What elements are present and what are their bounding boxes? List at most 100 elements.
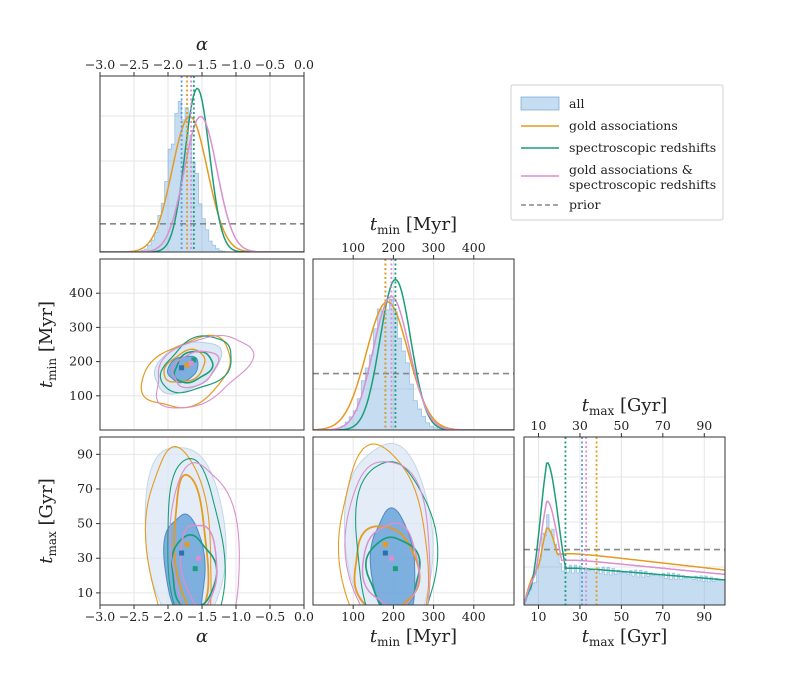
tmin-bottom-label: tmin [Myr] xyxy=(370,626,457,649)
tmin-alpha-joint-ytick-label-2: 300 xyxy=(69,319,93,334)
tmin-bottom-label-subscript: min xyxy=(377,635,400,649)
tmin-marginal-top-xtick-label-2: 300 xyxy=(422,240,446,255)
tmax-alpha-joint-xtick-label-3: −1.5 xyxy=(187,609,217,624)
tmin-left-label-subscript: min xyxy=(45,358,59,381)
tmax-marginal-top-xtick-label-0: 10 xyxy=(531,418,547,433)
tmin-left-label: tmin [Myr] xyxy=(36,301,59,388)
tmax-alpha-joint-contour-spec-4 xyxy=(167,458,226,605)
tmin-curve-gold_spec xyxy=(313,295,514,430)
tmin-bottom-label-text: tmin [Myr] xyxy=(370,626,457,649)
tmax-tmin-joint-point-spec xyxy=(392,566,398,572)
alpha-marginal-top-xtick-label-5: −0.5 xyxy=(255,57,285,72)
alpha-marginal-top-xtick-label-2: −2.0 xyxy=(153,57,183,72)
tmax-alpha-joint-xtick-label-6: 0.0 xyxy=(294,609,314,624)
tmax-tmin-joint-point-all xyxy=(382,550,388,556)
alpha-curve-gold_spec xyxy=(100,115,304,252)
tmax-left-label: tmax [Gyr] xyxy=(36,478,59,563)
tmax-left-label-unit: [Gyr] xyxy=(36,478,57,531)
tmax-alpha-joint-ytick-label-0: 10 xyxy=(77,585,93,600)
tmax-tmin-joint-contour-spec-5 xyxy=(365,536,421,605)
legend-box xyxy=(510,84,724,221)
tmax-tmin-joint-contour-gold_spec-7 xyxy=(361,522,421,605)
tmax-tmin-joint-point-gold_spec xyxy=(388,555,394,561)
tmax-marginal-bottom-xtick-label-4: 90 xyxy=(696,609,712,624)
tmax-alpha-joint-point-gold xyxy=(184,541,190,547)
tmax-top-label-symbol: t xyxy=(582,395,590,416)
alpha-marginal-top-xtick-label-0: −3.0 xyxy=(85,57,115,72)
tmin-marginal-top-xtick-label-0: 100 xyxy=(341,240,365,255)
alpha-bottom-label-symbol: α xyxy=(196,626,208,647)
tmax-left-label-subscript: max xyxy=(45,531,59,557)
tmin-bottom-label-unit: [Myr] xyxy=(400,626,457,647)
tmax-marginal-top-xtick-label-2: 50 xyxy=(613,418,629,433)
alpha-bottom-label: α xyxy=(196,626,208,647)
tmin-alpha-joint-contour-gold_spec-7 xyxy=(171,350,220,389)
tmax-marginal-top-xtick-label-1: 30 xyxy=(572,418,588,433)
alpha-top-label-text: α xyxy=(196,34,208,55)
tmax-alpha-joint-xtick-label-4: −1.0 xyxy=(221,609,251,624)
tmax-left-label-text: tmax [Gyr] xyxy=(36,478,59,563)
tmax-alpha-joint-point-gold_spec xyxy=(196,555,202,561)
tmax-marginal-bottom-xtick-label-3: 70 xyxy=(655,609,671,624)
tmin-top-label-subscript: min xyxy=(377,223,400,237)
tmax-curve-gold_spec xyxy=(524,500,725,605)
tmin-marginal-top-xtick-label-1: 200 xyxy=(381,240,405,255)
tmax-alpha-joint-ytick-label-3: 70 xyxy=(77,481,93,496)
tmax-marginal-bottom-xtick-label-2: 50 xyxy=(613,609,629,624)
tmin-alpha-joint-ytick-label-1: 200 xyxy=(69,354,93,369)
tmin-top-label-unit: [Myr] xyxy=(400,214,457,235)
tmin-top-label: tmin [Myr] xyxy=(370,214,457,237)
tmin-alpha-joint-ytick-label-3: 400 xyxy=(69,285,93,300)
tmin-alpha-joint-contour-gold-2 xyxy=(140,334,231,409)
tmax-tmin-joint-xtick-label-2: 300 xyxy=(422,609,446,624)
tmax-top-label: tmax [Gyr] xyxy=(582,395,667,418)
tmin-alpha-joint-point-spec xyxy=(191,357,197,363)
alpha-top-label: α xyxy=(196,34,208,55)
tmin-curve-spec xyxy=(313,278,514,430)
tmin-alpha-joint-contour-gold_spec-6 xyxy=(155,334,255,409)
legend-label-all: all xyxy=(569,96,584,111)
tmin-left-label-unit: [Myr] xyxy=(36,301,57,358)
tmax-tmin-joint-contour-gold_spec-6 xyxy=(344,461,431,605)
tmax-tmin-joint-xtick-label-1: 200 xyxy=(381,609,405,624)
tmin-left-label-symbol: t xyxy=(36,380,57,388)
tmin-marginal-top-xtick-label-3: 400 xyxy=(462,240,486,255)
tmax-alpha-joint-xtick-label-2: −2.0 xyxy=(153,609,183,624)
tmax-alpha-joint-ytick-label-2: 50 xyxy=(77,516,93,531)
legend-label-gold_spec: gold associations & xyxy=(569,162,693,177)
tmax-alpha-joint-contour-gold_spec-7 xyxy=(179,524,218,605)
tmin-alpha-joint-ytick-label-0: 100 xyxy=(69,388,93,403)
tmax-alpha-joint-contour-spec-5 xyxy=(170,533,218,605)
tmax-marginal-top-xtick-label-4: 90 xyxy=(696,418,712,433)
tmax-left-label-symbol: t xyxy=(36,556,57,564)
alpha-curve-spec xyxy=(100,87,304,252)
tmax-tmin-joint-contour-gold-2 xyxy=(337,443,430,605)
tmax-marginal-bottom-xtick-label-0: 10 xyxy=(531,609,547,624)
tmax-curve-spec xyxy=(524,461,725,605)
legend-label-spec: spectroscopic redshifts xyxy=(569,140,716,155)
tmin-alpha-joint-point-gold_spec xyxy=(188,360,194,366)
tmax-bottom-label: tmax [Gyr] xyxy=(582,626,667,649)
tmin-marginal-frame xyxy=(312,258,515,431)
tmax-bottom-label-subscript: max xyxy=(589,635,615,649)
tmax-alpha-joint-xtick-label-5: −0.5 xyxy=(255,609,285,624)
tmin-bottom-label-symbol: t xyxy=(370,626,378,647)
tmin-alpha-joint-contour-gold-3 xyxy=(163,348,206,383)
alpha-marginal-top-xtick-label-4: −1.0 xyxy=(221,57,251,72)
alpha-curve-gold xyxy=(100,115,304,252)
tmax-alpha-joint-point-all xyxy=(179,550,185,556)
tmax-tmin-joint-xtick-label-0: 100 xyxy=(341,609,365,624)
tmax-alpha-joint-xtick-label-0: −3.0 xyxy=(85,609,115,624)
tmax-top-label-unit: [Gyr] xyxy=(614,395,667,416)
tmax-alpha-joint-ytick-label-1: 30 xyxy=(77,550,93,565)
alpha-marginal-top-xtick-label-3: −1.5 xyxy=(187,57,217,72)
tmax-alpha-joint-contour-gold-2 xyxy=(144,446,212,605)
tmax-tmin-joint-point-gold xyxy=(382,541,388,547)
tmax-top-label-subscript: max xyxy=(589,404,615,418)
legend-label-gold: gold associations xyxy=(569,118,678,133)
legend-label2-gold_spec: spectroscopic redshifts xyxy=(569,177,716,192)
tmax-bottom-label-unit: [Gyr] xyxy=(614,626,667,647)
alpha-marginal-top-xtick-label-1: −2.5 xyxy=(119,57,149,72)
tmax-tmin-joint-frame xyxy=(312,436,515,606)
tmax-alpha-joint-contour-gold_spec-6 xyxy=(169,462,240,605)
